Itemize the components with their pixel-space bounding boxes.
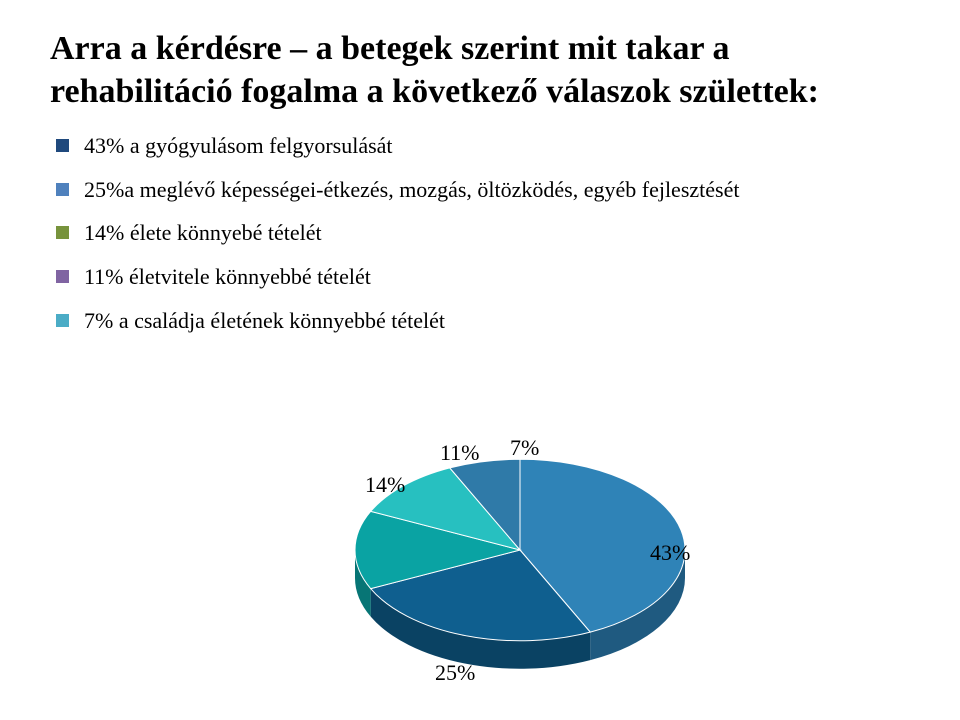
pie-label: 11% <box>440 440 480 465</box>
bullet-list: 43% a gyógyulásom felgyorsulását 25%a meg… <box>56 131 910 335</box>
bullet-marker <box>56 226 69 239</box>
pie-label: 14% <box>365 472 405 497</box>
pie-chart-svg: 43% 25% 14% 11% 7% <box>310 420 730 710</box>
bullet-text: 7% a családja életének könnyebbé tételét <box>84 308 445 333</box>
pie-label: 43% <box>650 540 690 565</box>
bullet-marker <box>56 314 69 327</box>
bullet-text: 11% életvitele könnyebbé tételét <box>84 264 371 289</box>
bullet-text: 43% a gyógyulásom felgyorsulását <box>84 133 393 158</box>
pie-label: 25% <box>435 660 475 685</box>
bullet-item: 11% életvitele könnyebbé tételét <box>56 262 910 292</box>
bullet-text: 14% élete könnyebé tételét <box>84 220 322 245</box>
bullet-item: 7% a családja életének könnyebbé tételét <box>56 306 910 336</box>
pie-label: 7% <box>510 435 539 460</box>
slide-title: Arra a kérdésre – a betegek szerint mit … <box>50 28 910 113</box>
bullet-marker <box>56 270 69 283</box>
slide: Arra a kérdésre – a betegek szerint mit … <box>0 0 960 720</box>
bullet-marker <box>56 183 69 196</box>
bullet-item: 25%a meglévő képességei-étkezés, mozgás,… <box>56 175 910 205</box>
pie-chart: 43% 25% 14% 11% 7% <box>310 420 730 710</box>
bullet-item: 43% a gyógyulásom felgyorsulását <box>56 131 910 161</box>
bullet-item: 14% élete könnyebé tételét <box>56 218 910 248</box>
bullet-text: 25%a meglévő képességei-étkezés, mozgás,… <box>84 177 739 202</box>
bullet-marker <box>56 139 69 152</box>
